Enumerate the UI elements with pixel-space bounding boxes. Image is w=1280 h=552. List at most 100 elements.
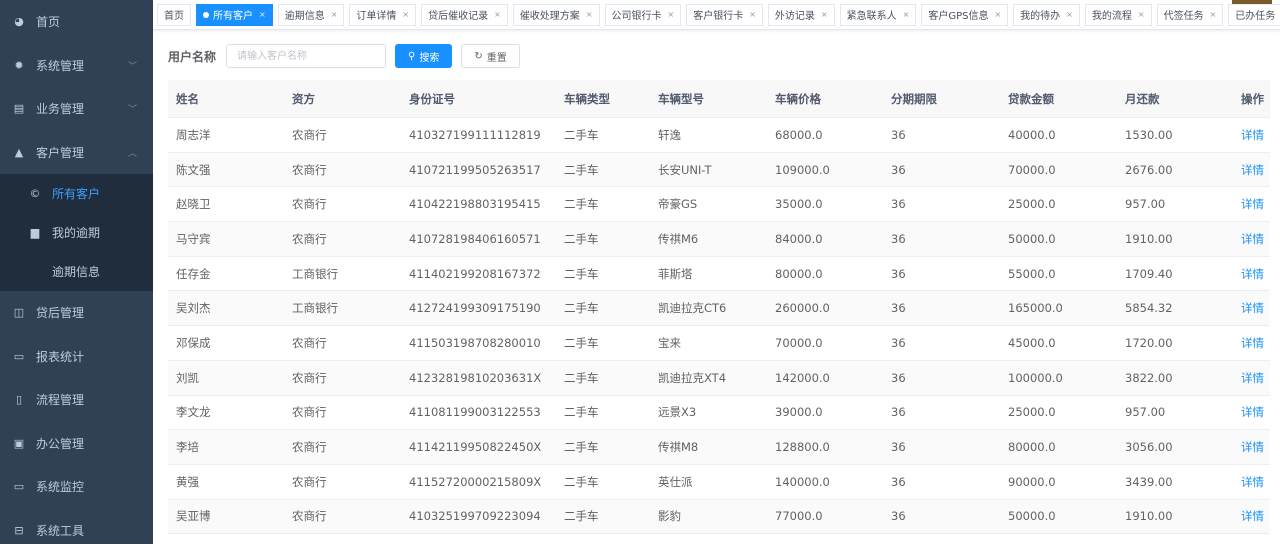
tab[interactable]: 客户银行卡× [686, 4, 763, 26]
sidebar-item[interactable]: ⊟系统工具 [0, 509, 153, 552]
sidebar-item[interactable]: ©所有客户 [0, 174, 153, 213]
close-icon[interactable]: × [903, 10, 910, 19]
column-header: 月还款 [1117, 91, 1233, 107]
close-icon[interactable]: × [1138, 10, 1145, 19]
details-link[interactable]: 详情 [1233, 370, 1270, 386]
book-icon: ◫ [12, 306, 26, 319]
table-cell: 菲斯塔 [650, 266, 767, 282]
tab-label: 逾期信息 [285, 7, 325, 22]
column-header: 操作 [1233, 91, 1270, 107]
column-header: 贷款金额 [1000, 91, 1117, 107]
tab[interactable]: 逾期信息 × [278, 4, 345, 26]
table-cell: 128800.0 [767, 440, 883, 454]
details-link[interactable]: 详情 [1233, 335, 1270, 351]
table-cell: 36 [883, 336, 1000, 350]
monitor-icon: ▭ [12, 350, 26, 363]
search-button[interactable]: ⚲搜索 [395, 44, 452, 68]
close-icon[interactable]: × [994, 10, 1001, 19]
sidebar-item-label: 报表统计 [36, 348, 84, 365]
table-cell: 36 [883, 475, 1000, 489]
gear-icon: ✹ [12, 59, 26, 72]
sidebar-item[interactable]: ◕首页 [0, 0, 153, 44]
sidebar-item[interactable]: ▯流程管理 [0, 378, 153, 422]
details-link[interactable]: 详情 [1233, 231, 1270, 247]
tab[interactable]: 订单详情× [349, 4, 416, 26]
close-icon[interactable]: × [586, 10, 593, 19]
close-icon[interactable]: × [331, 10, 338, 19]
table-cell: 1709.40 [1117, 267, 1233, 281]
table-cell: 二手车 [556, 300, 650, 316]
table-cell: 90000.0 [1000, 475, 1117, 489]
table-cell: 二手车 [556, 196, 650, 212]
details-link[interactable]: 详情 [1233, 300, 1270, 316]
sidebar-item[interactable]: ▆我的逾期 [0, 213, 153, 252]
tab[interactable]: 代签任务× [1157, 4, 1224, 26]
sidebar-item[interactable]: ▤业务管理﹀ [0, 87, 153, 131]
table-cell: 二手车 [556, 162, 650, 178]
sidebar-item[interactable]: ▲客户管理︿ [0, 131, 153, 175]
details-link[interactable]: 详情 [1233, 162, 1270, 178]
briefcase-icon: ⊟ [12, 524, 26, 537]
column-header: 姓名 [168, 91, 284, 107]
details-link[interactable]: 详情 [1233, 508, 1270, 524]
details-link[interactable]: 详情 [1233, 439, 1270, 455]
sidebar: ◕首页✹系统管理﹀▤业务管理﹀▲客户管理︿©所有客户▆我的逾期逾期信息◫贷后管理… [0, 0, 153, 544]
tab-label: 我的待办 [1020, 7, 1060, 22]
tab[interactable]: 外访记录× [768, 4, 835, 26]
search-form: 用户名称 ⚲搜索 ↻重置 [168, 44, 520, 68]
details-link[interactable]: 详情 [1233, 127, 1270, 143]
details-link[interactable]: 详情 [1233, 266, 1270, 282]
table-cell: 吴亚博 [168, 508, 284, 524]
tab[interactable]: 公司银行卡× [605, 4, 682, 26]
sidebar-item[interactable]: ✹系统管理﹀ [0, 44, 153, 88]
tab[interactable]: 催收处理方案× [513, 4, 600, 26]
table-cell: 长安UNI-T [650, 162, 767, 178]
tab[interactable]: 我的待办 × [1013, 4, 1080, 26]
tab[interactable]: 紧急联系人× [840, 4, 917, 26]
table-cell: 410327199111112819 [401, 128, 556, 142]
sidebar-item[interactable]: ▭系统监控 [0, 465, 153, 509]
column-header: 资方 [284, 91, 401, 107]
table-cell: 工商银行 [284, 266, 401, 282]
close-icon[interactable]: × [821, 10, 828, 19]
sidebar-item[interactable]: ▭ 报表统计 [0, 335, 153, 379]
table-cell: 36 [883, 509, 1000, 523]
active-dot-icon [203, 12, 209, 18]
tab[interactable]: 已办任务× [1228, 4, 1280, 26]
avatar[interactable] [1232, 0, 1272, 4]
table-cell: 41232819810203631X [401, 371, 556, 385]
details-link[interactable]: 详情 [1233, 196, 1270, 212]
details-link[interactable]: 详情 [1233, 404, 1270, 420]
tab[interactable]: 我的流程× [1085, 4, 1152, 26]
table-cell: 1910.00 [1117, 509, 1233, 523]
close-icon[interactable]: × [1210, 10, 1217, 19]
sidebar-item[interactable]: ▣办公管理 [0, 422, 153, 466]
tab[interactable]: 贷后催收记录× [421, 4, 508, 26]
tab[interactable]: 客户GPS信息× [921, 4, 1008, 26]
table-cell: 农商行 [284, 196, 401, 212]
table-cell: 410728198406160571 [401, 232, 556, 246]
sidebar-item[interactable]: ◫贷后管理 [0, 291, 153, 335]
table-cell: 140000.0 [767, 475, 883, 489]
close-icon[interactable]: × [668, 10, 675, 19]
table-cell: 刘凯 [168, 370, 284, 386]
chevron-up-icon: ︿ [128, 146, 137, 159]
table-cell: 70000.0 [1000, 163, 1117, 177]
close-icon[interactable]: × [1066, 10, 1073, 19]
details-link[interactable]: 详情 [1233, 474, 1270, 490]
username-label: 用户名称 [168, 48, 216, 65]
sidebar-item-label: 系统监控 [36, 478, 84, 495]
sidebar-item-label: 业务管理 [36, 100, 84, 117]
close-icon[interactable]: × [402, 10, 409, 19]
copyright-icon: © [28, 187, 42, 200]
tab[interactable]: 首页 [157, 4, 191, 26]
tab[interactable]: 所有客户× [196, 4, 273, 26]
reset-button[interactable]: ↻重置 [461, 44, 519, 68]
sidebar-item[interactable]: 逾期信息 [0, 252, 153, 291]
close-icon[interactable]: × [749, 10, 756, 19]
close-icon[interactable]: × [259, 10, 266, 19]
close-icon[interactable]: × [494, 10, 501, 19]
table-cell: 赵晓卫 [168, 196, 284, 212]
customer-name-input[interactable] [226, 44, 386, 68]
